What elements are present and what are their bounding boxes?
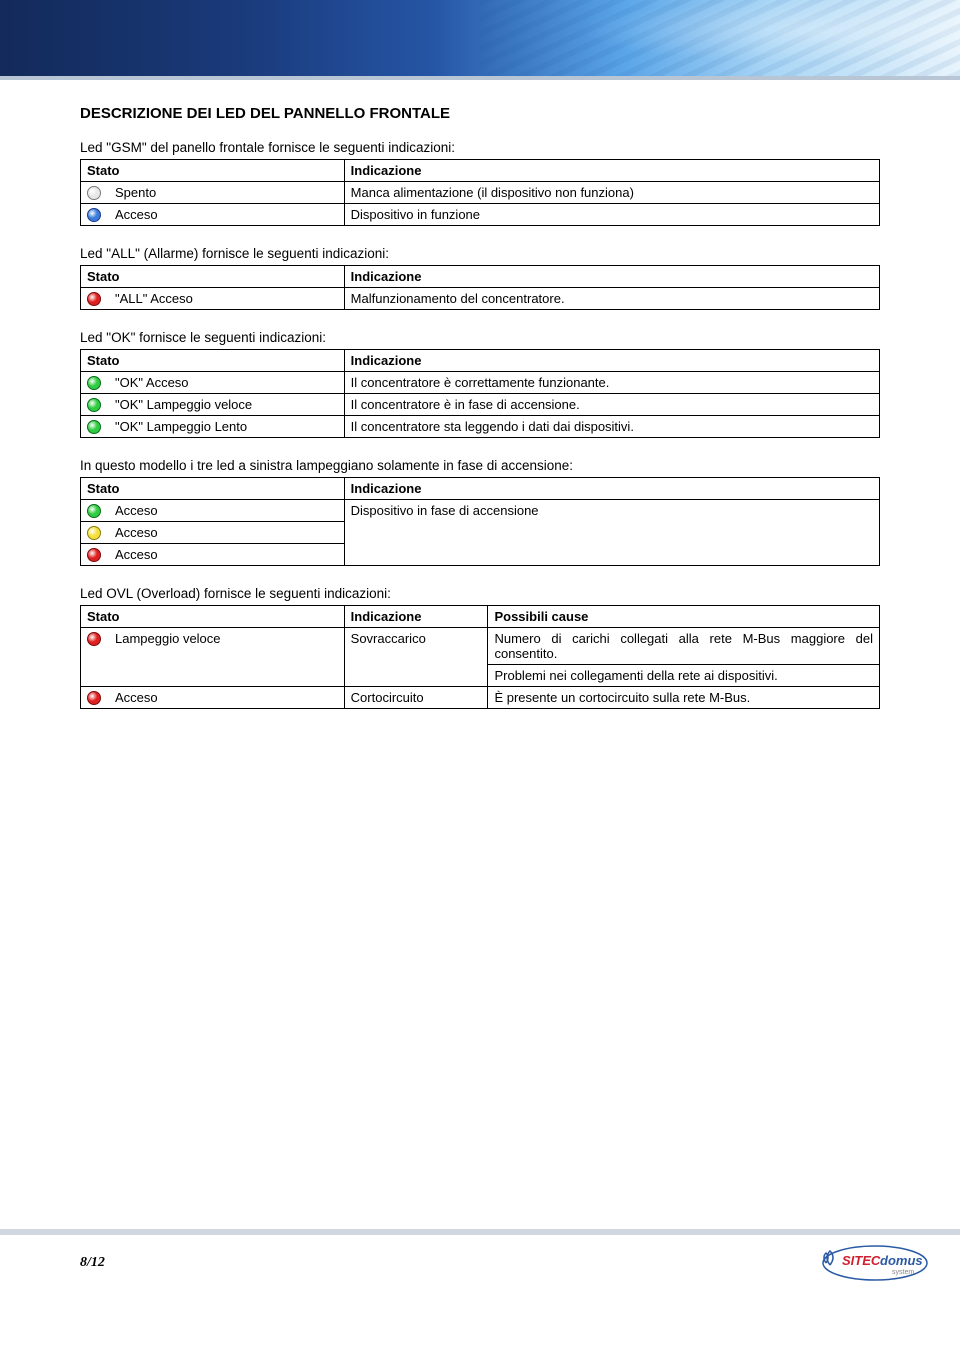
cause-text: Problemi nei collegamenti della rete ai … [488,665,880,687]
th-ind: Indicazione [344,606,488,628]
led-red-icon [87,632,101,646]
stato-text: "OK" Acceso [115,375,189,390]
tre-table: Stato Indicazione Acceso Dispositivo in … [80,477,880,566]
stato-text: Spento [115,185,156,200]
footer-bar [0,1229,960,1235]
table-row: Spento Manca alimentazione (il dispositi… [81,182,880,204]
th-stato: Stato [81,160,345,182]
led-green-icon [87,504,101,518]
stato-text: "ALL" Acceso [115,291,193,306]
page-title: DESCRIZIONE DEI LED DEL PANNELLO FRONTAL… [80,105,880,122]
led-red-icon [87,548,101,562]
stato-text: Acceso [115,547,158,562]
gsm-table: Stato Indicazione Spento Manca alimentaz… [80,159,880,226]
gsm-intro: Led "GSM" del panello frontale fornisce … [80,140,880,155]
led-red-icon [87,691,101,705]
th-ind: Indicazione [344,350,879,372]
all-intro: Led "ALL" (Allarme) fornisce le seguenti… [80,246,880,261]
table-row: Acceso Dispositivo in fase di accensione [81,500,880,522]
header-banner [0,0,960,80]
table-row: Lampeggio veloce Sovraccarico Numero di … [81,628,880,665]
stato-text: Lampeggio veloce [115,631,221,646]
stato-text: Acceso [115,690,158,705]
cause-text: È presente un cortocircuito sulla rete M… [488,687,880,709]
ind-text: Il concentratore sta leggendo i dati dai… [344,416,879,438]
table-row: "OK" Lampeggio veloce Il concentratore è… [81,394,880,416]
led-off-icon [87,186,101,200]
stato-text: Acceso [115,525,158,540]
page-content: DESCRIZIONE DEI LED DEL PANNELLO FRONTAL… [0,80,960,709]
tre-intro: In questo modello i tre led a sinistra l… [80,458,880,473]
ind-text: Dispositivo in funzione [344,204,879,226]
ind-text: Il concentratore è in fase di accensione… [344,394,879,416]
led-green-icon [87,376,101,390]
th-stato: Stato [81,478,345,500]
table-row: Acceso Dispositivo in funzione [81,204,880,226]
led-blue-icon [87,208,101,222]
ind-text: Manca alimentazione (il dispositivo non … [344,182,879,204]
th-stato: Stato [81,606,345,628]
table-row: "ALL" Acceso Malfunzionamento del concen… [81,288,880,310]
all-table: Stato Indicazione "ALL" Acceso Malfunzio… [80,265,880,310]
footer: 8/12 SITEC domus system [0,1229,960,1309]
ind-text: Cortocircuito [344,687,488,709]
ind-text: Dispositivo in fase di accensione [344,500,879,566]
th-cause: Possibili cause [488,606,880,628]
th-stato: Stato [81,350,345,372]
ind-text: Malfunzionamento del concentratore. [344,288,879,310]
stato-text: Acceso [115,503,158,518]
stato-text: "OK" Lampeggio Lento [115,419,247,434]
th-stato: Stato [81,266,345,288]
logo-text1: SITEC [842,1253,881,1268]
ok-table: Stato Indicazione "OK" Acceso Il concent… [80,349,880,438]
logo-sub: system [892,1269,914,1276]
stato-text: Acceso [115,207,158,222]
ind-text: Il concentratore è correttamente funzion… [344,372,879,394]
logo-text2: domus [880,1253,923,1268]
th-ind: Indicazione [344,266,879,288]
page-number: 8/12 [80,1255,105,1271]
stato-text: "OK" Lampeggio veloce [115,397,252,412]
table-row: "OK" Lampeggio Lento Il concentratore st… [81,416,880,438]
led-green-icon [87,420,101,434]
brand-logo: SITEC domus system [820,1243,930,1286]
ovl-intro: Led OVL (Overload) fornisce le seguenti … [80,586,880,601]
cause-text: Numero di carichi collegati alla rete M-… [488,628,880,665]
led-green-icon [87,398,101,412]
led-yellow-icon [87,526,101,540]
th-ind: Indicazione [344,478,879,500]
led-red-icon [87,292,101,306]
ovl-table: Stato Indicazione Possibili cause Lampeg… [80,605,880,709]
th-ind: Indicazione [344,160,879,182]
table-row: "OK" Acceso Il concentratore è correttam… [81,372,880,394]
ind-text: Sovraccarico [344,628,488,687]
ok-intro: Led "OK" fornisce le seguenti indicazion… [80,330,880,345]
table-row: Acceso Cortocircuito È presente un corto… [81,687,880,709]
